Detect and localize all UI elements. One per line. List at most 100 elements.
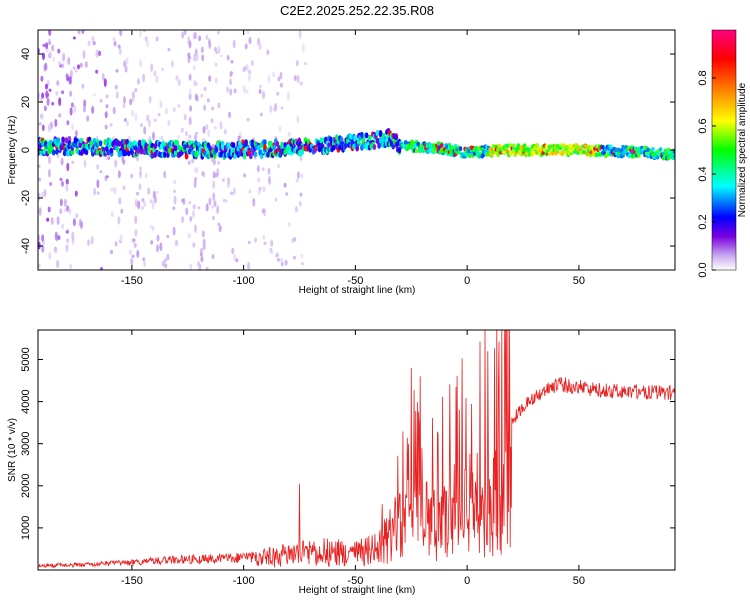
spectrogram-xtick-label: 0 [464, 275, 470, 287]
noise-cell [65, 73, 69, 79]
noise-cell [213, 126, 217, 130]
noise-cell [113, 40, 117, 47]
noise-cell [123, 96, 126, 104]
noise-cell [293, 75, 297, 81]
noise-cell [149, 224, 153, 228]
noise-cell [188, 134, 192, 139]
noise-cell [112, 106, 116, 115]
ridge-cell [78, 142, 82, 149]
noise-cell [51, 101, 55, 106]
noise-cell [280, 258, 284, 262]
noise-cell [212, 171, 216, 179]
noise-cell [166, 253, 170, 261]
colorbar-tick-label: 0.8 [697, 70, 709, 85]
noise-cell [115, 91, 119, 99]
noise-cell [48, 252, 52, 260]
noise-cell [87, 239, 90, 247]
spectrogram-axes: -150 -100 -50 0 50 -40 -20 0 20 40 [20, 30, 675, 287]
noise-cell [90, 236, 94, 245]
ridge-cell [263, 139, 267, 146]
noise-cell [277, 76, 281, 82]
noise-cell [198, 35, 202, 42]
ridge-cell [663, 148, 668, 154]
ridge-cell [349, 133, 353, 140]
noise-cell [201, 230, 205, 238]
noise-cell [214, 46, 217, 53]
ridge-cell [230, 146, 234, 153]
ridge-cell [84, 149, 89, 156]
noise-cell [125, 57, 129, 66]
ridge-cell [464, 152, 469, 157]
noise-cell [207, 129, 211, 138]
noise-cell [130, 173, 134, 179]
noise-cell [45, 90, 49, 99]
noise-cell [136, 191, 139, 196]
noise-cell [104, 111, 108, 119]
ridge-cell [136, 147, 140, 154]
noise-cell [211, 106, 215, 111]
noise-cell [200, 93, 204, 98]
ridge-cell [630, 154, 635, 159]
colorbar-tick-label: 0.0 [697, 262, 709, 277]
noise-cell [147, 188, 151, 195]
noise-cell [211, 254, 215, 260]
noise-cell [134, 112, 138, 122]
noise-cell [222, 198, 226, 203]
noise-cell [75, 213, 79, 219]
noise-cell [50, 217, 54, 226]
ridge-cell [601, 144, 605, 150]
ridge-cell [147, 144, 151, 151]
noise-cell [141, 198, 145, 203]
noise-cell [192, 210, 195, 218]
noise-cell [170, 60, 174, 68]
spectrogram-ytick-label: 40 [20, 48, 32, 60]
noise-cell [70, 102, 74, 108]
noise-cell [223, 128, 227, 135]
noise-cell [122, 185, 126, 191]
noise-cell [166, 234, 170, 239]
noise-cell [47, 123, 51, 133]
noise-cell [226, 54, 230, 61]
noise-cell [283, 182, 287, 188]
noise-cell [142, 73, 146, 83]
noise-cell [217, 102, 221, 109]
ridge-cell [532, 151, 536, 156]
noise-cell [48, 155, 51, 165]
noise-cell [189, 105, 193, 112]
snr-ytick-label: 5000 [20, 347, 32, 371]
noise-cell [177, 104, 181, 108]
noise-cell [194, 224, 197, 234]
noise-cell [111, 186, 115, 193]
ridge-cell [372, 144, 377, 150]
snr-ylabel: SNR (10 * v/v) [7, 418, 18, 482]
ridge-cell [391, 143, 396, 150]
noise-cell [245, 64, 249, 72]
noise-cell [205, 266, 209, 270]
noise-cell [189, 216, 193, 222]
noise-cell [248, 189, 252, 194]
noise-cell [200, 46, 204, 54]
noise-cell [57, 235, 61, 240]
noise-cell [295, 60, 299, 67]
ridge-cell [361, 137, 366, 144]
noise-cell [41, 92, 45, 99]
noise-cell [93, 187, 97, 196]
ridge-cell [658, 147, 663, 152]
noise-cell [172, 107, 176, 112]
noise-cell [211, 157, 214, 163]
noise-cell [300, 262, 304, 266]
noise-cell [212, 180, 216, 190]
noise-cell [96, 164, 100, 170]
noise-cell [38, 263, 41, 269]
noise-cell [202, 172, 206, 178]
noise-cell [143, 126, 147, 135]
noise-cell [137, 200, 141, 210]
noise-cell [261, 167, 265, 172]
colorbar-gradient [711, 29, 737, 271]
ridge-cell [184, 153, 189, 160]
noise-cell [284, 259, 288, 266]
spectrogram-ytick-label: 20 [20, 96, 32, 108]
noise-cell [138, 183, 142, 190]
noise-cell [287, 131, 291, 138]
noise-cell [110, 249, 114, 255]
